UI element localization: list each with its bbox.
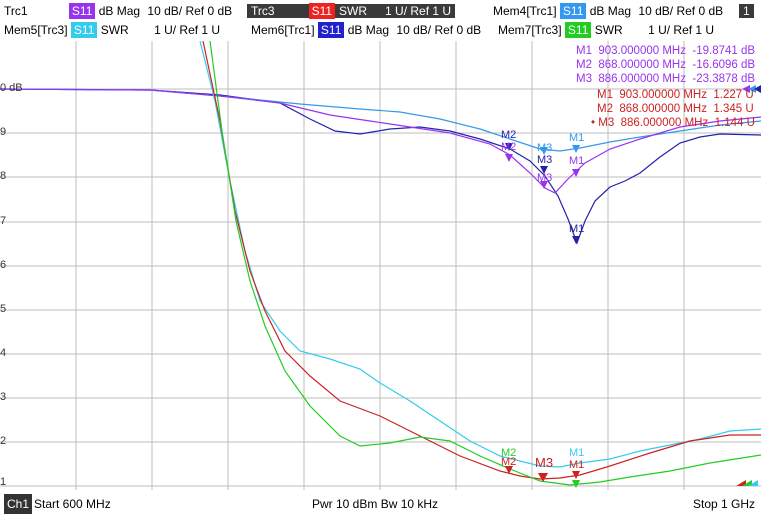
grid <box>0 41 761 490</box>
trace-mem4-info[interactable]: Mem4[Trc1] S11 dB Mag 10 dB/ Ref 0 dB <box>493 3 723 19</box>
trace-mem4-tag: S11 <box>559 3 587 19</box>
marker-label-m2-trc1: M2 <box>501 141 517 153</box>
stop-frequency[interactable]: Stop 1 GHz <box>693 497 756 511</box>
y-tick-label: 3 <box>0 391 7 403</box>
status-footer: Ch1 Start 600 MHz Pwr 10 dBm Bw 10 kHz S… <box>0 494 761 514</box>
channel-number: 1 <box>739 4 754 18</box>
vna-plot-area[interactable] <box>0 41 761 490</box>
trace-mem7-scale: 1 U/ Ref 1 U <box>648 23 715 37</box>
trace-trc1-line <box>0 88 761 194</box>
y-tick-label: 7 <box>0 215 7 227</box>
marker-m3-triangle-mem6 <box>540 166 548 174</box>
y-tick-label: 2 <box>0 435 7 447</box>
marker-readout-trc3-m1: M1 903.000000 MHz 1.227 U <box>597 89 754 101</box>
y-tick-label: 4 <box>0 347 7 359</box>
trace-trc3-tag: S11 <box>308 3 336 19</box>
marker-m2-triangle-trc3 <box>505 466 513 474</box>
trace-mem4-format: dB Mag <box>589 4 632 18</box>
marker-label-m3-trc1: M3 <box>537 172 553 184</box>
marker-label-m1-mem5: M1 <box>569 447 585 459</box>
marker-label-m1-trc3: M1 <box>569 459 585 471</box>
ref-arrow-mem5 <box>748 480 758 486</box>
trace-mem6-info[interactable]: Mem6[Trc1] S11 dB Mag 10 dB/ Ref 0 dB <box>251 22 481 38</box>
trace-mem5-scale: 1 U/ Ref 1 U <box>154 23 221 37</box>
trace-trc3-format: SWR <box>335 4 372 18</box>
marker-readout-trc1-m1: M1 903.000000 MHz -19.8741 dB <box>576 45 756 57</box>
trace-mem7-line <box>209 41 761 486</box>
trace-trc1-info[interactable]: Trc1 S11 dB Mag 10 dB/ Ref 0 dB <box>4 3 232 19</box>
y-tick-label: 0 dB <box>0 82 23 94</box>
trace-header-row-1: Trc1 S11 dB Mag 10 dB/ Ref 0 dB Trc3 S11 S… <box>0 3 761 21</box>
trace-trc1-format: dB Mag <box>98 4 141 18</box>
y-tick-label: 1 <box>0 476 7 488</box>
trace-mem6-format: dB Mag <box>347 23 390 37</box>
start-frequency[interactable]: Start 600 MHz <box>34 497 111 511</box>
marker-label-m2-mem6: M2 <box>501 129 517 141</box>
trace-mem7-label: Mem7[Trc3] <box>498 23 562 37</box>
trace-trc1-tag: S11 <box>68 3 96 19</box>
marker-readout-trc3-m2: M2 868.000000 MHz 1.345 U <box>597 103 754 115</box>
marker-triangles <box>505 85 761 488</box>
y-tick-label: 8 <box>0 170 7 182</box>
ref-arrow-mem7 <box>742 480 752 486</box>
ref-arrow-mem4 <box>748 85 756 93</box>
channel-number-badge[interactable]: 1 <box>739 3 754 19</box>
trace-mem5-label: Mem5[Trc3] <box>4 23 68 37</box>
marker-m1-triangle-mem7 <box>572 480 580 488</box>
trace-mem5-tag: S11 <box>70 22 98 38</box>
marker-m3-triangle-trc3 <box>538 473 548 482</box>
trace-mem7-tag: S11 <box>564 22 592 38</box>
y-tick-label: 9 <box>0 126 7 138</box>
marker-m1-triangle-trc3 <box>572 471 580 479</box>
marker-label-m3-mem4: M3 <box>537 142 553 154</box>
marker-readout-trc1-m3: M3 886.000000 MHz -23.3878 dB <box>576 73 756 85</box>
marker-label-m1-trc1: M1 <box>569 155 585 167</box>
trace-trc1-label: Trc1 <box>4 4 28 18</box>
marker-readout-trc1-m2: M2 868.000000 MHz -16.6096 dB <box>576 59 756 71</box>
y-tick-label: 6 <box>0 259 7 271</box>
marker-label-m2-mem7: M2 <box>501 447 517 459</box>
trace-mem6-scale: 10 dB/ Ref 0 dB <box>396 23 482 37</box>
trace-mem6-label: Mem6[Trc1] <box>251 23 315 37</box>
ref-arrow-mem6 <box>754 85 761 93</box>
trace-trc3-info[interactable]: Trc3 S11 SWR 1 U/ Ref 1 U <box>247 3 456 19</box>
marker-m3-triangle-mem4 <box>540 147 548 155</box>
trace-mem7-info[interactable]: Mem7[Trc3] S11 SWR 1 U/ Ref 1 U <box>498 22 714 38</box>
marker-label-m2-trc3: M2 <box>501 456 517 468</box>
power-bandwidth[interactable]: Pwr 10 dBm Bw 10 kHz <box>312 497 439 511</box>
trace-mem5-info[interactable]: Mem5[Trc3] S11 SWR 1 U/ Ref 1 U <box>4 22 220 38</box>
marker-label-m3-trc3: M3 <box>535 455 554 470</box>
marker-label-m3-mem6: M3 <box>537 154 553 166</box>
marker-m3-triangle-trc1 <box>540 181 548 189</box>
ref-arrow-trc1 <box>742 85 750 93</box>
trace-mem4-scale: 10 dB/ Ref 0 dB <box>638 4 724 18</box>
marker-m1-triangle-trc1 <box>572 169 580 177</box>
marker-m1-triangle-mem4 <box>572 145 580 153</box>
trace-mem4-label: Mem4[Trc1] <box>493 4 557 18</box>
trace-mem7-format: SWR <box>594 23 623 37</box>
marker-m1-triangle-mem6 <box>572 236 580 244</box>
trace-mem6-line <box>0 88 761 245</box>
trace-mem5-format: SWR <box>100 23 129 37</box>
trace-trc3-label: Trc3 <box>247 4 309 18</box>
marker-m2-triangle-trc1 <box>505 154 513 162</box>
ref-arrow-trc3 <box>736 480 746 486</box>
y-tick-label: 5 <box>0 303 7 315</box>
trace-header-row-2: Mem5[Trc3] S11 SWR 1 U/ Ref 1 U Mem6[Trc… <box>0 22 761 40</box>
marker-readout-trc3-m3: • M3 886.000000 MHz 1.144 U <box>591 117 755 129</box>
marker-m2-triangle-mem6 <box>505 143 513 151</box>
trace-trc3-scale: 1 U/ Ref 1 U <box>371 4 456 18</box>
marker-label-m1-mem4: M1 <box>569 132 585 144</box>
trace-trc1-scale: 10 dB/ Ref 0 dB <box>147 4 233 18</box>
trace-trc3-line <box>202 41 761 480</box>
marker-label-m1-mem6: M1 <box>569 223 585 235</box>
trace-mem6-tag: S11 <box>317 22 345 38</box>
